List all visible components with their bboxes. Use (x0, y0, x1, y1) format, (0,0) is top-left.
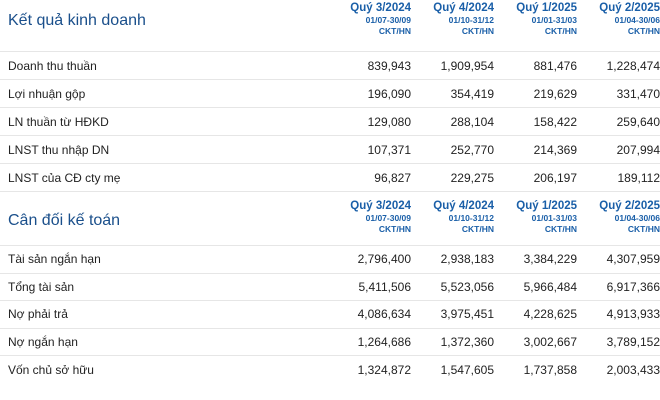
balance-col-q4-2024[interactable]: Quý 4/2024 01/10-31/12 CKT/HN (411, 200, 494, 235)
column-unit: CKT/HN (461, 26, 494, 36)
row-value: 207,994 (616, 142, 660, 157)
table-row: Tài sản ngắn hạn 2,796,400 2,938,183 3,3… (0, 245, 660, 273)
row-value: 2,938,183 (440, 252, 494, 267)
row-value: 196,090 (367, 86, 411, 101)
income-title: Kết quả kinh doanh (8, 12, 146, 29)
row-label: LN thuần từ HĐKD (8, 114, 109, 129)
row-value: 158,422 (533, 114, 577, 129)
row-label: Tổng tài sản (8, 279, 75, 294)
row-label: Lợi nhuận gộp (8, 86, 86, 101)
balance-title: Cân đối kế toán (8, 212, 121, 229)
row-value: 3,002,667 (523, 335, 577, 350)
row-value: 5,411,506 (358, 279, 412, 294)
table-row: Nợ phải trả 4,086,634 3,975,451 4,228,62… (0, 300, 660, 328)
row-value: 3,789,152 (606, 335, 660, 350)
column-unit: CKT/HN (461, 224, 494, 234)
row-value: 259,640 (616, 114, 660, 129)
income-col-q1-2025[interactable]: Quý 1/2025 01/01-31/03 CKT/HN (494, 2, 577, 37)
row-value: 4,913,933 (606, 307, 660, 322)
column-unit: CKT/HN (627, 224, 660, 234)
row-value: 331,470 (616, 86, 660, 101)
row-label: Vốn chủ sở hữu (8, 362, 94, 377)
row-value: 252,770 (450, 142, 494, 157)
balance-header: Cân đối kế toán Quý 3/2024 01/07-30/09 C… (0, 191, 660, 245)
column-dates: 01/10-31/12 (448, 15, 494, 25)
column-unit: CKT/HN (627, 26, 660, 36)
balance-col-q3-2024[interactable]: Quý 3/2024 01/07-30/09 CKT/HN (328, 200, 411, 235)
row-value: 881,476 (533, 58, 577, 73)
row-value: 1,737,858 (523, 362, 577, 377)
table-row: LN thuần từ HĐKD 129,080 288,104 158,422… (0, 107, 660, 135)
income-statement-section: Kết quả kinh doanh Quý 3/2024 01/07-30/0… (0, 0, 660, 191)
row-value: 288,104 (450, 114, 494, 129)
column-unit: CKT/HN (544, 26, 577, 36)
column-dates: 01/07-30/09 (365, 213, 411, 223)
row-value: 4,228,625 (523, 307, 577, 322)
column-quarter: Quý 1/2025 (516, 200, 577, 212)
column-quarter: Quý 4/2024 (433, 200, 494, 212)
table-row: LNST của CĐ cty mẹ 96,827 229,275 206,19… (0, 163, 660, 191)
row-value: 3,975,451 (440, 307, 494, 322)
table-row: Doanh thu thuần 839,943 1,909,954 881,47… (0, 51, 660, 79)
column-quarter: Quý 1/2025 (516, 2, 577, 14)
row-value: 4,086,634 (357, 307, 411, 322)
table-row: Vốn chủ sở hữu 1,324,872 1,547,605 1,737… (0, 355, 660, 383)
row-value: 1,909,954 (440, 58, 494, 73)
column-dates: 01/01-31/03 (531, 213, 577, 223)
column-dates: 01/07-30/09 (365, 15, 411, 25)
row-value: 3,384,229 (523, 252, 577, 267)
row-value: 6,917,366 (606, 279, 660, 294)
row-value: 219,629 (533, 86, 577, 101)
row-value: 214,369 (533, 142, 577, 157)
row-value: 1,547,605 (440, 362, 494, 377)
row-label: Doanh thu thuần (8, 58, 97, 73)
column-quarter: Quý 2/2025 (599, 2, 660, 14)
table-row: Lợi nhuận gộp 196,090 354,419 219,629 33… (0, 79, 660, 107)
row-value: 5,966,484 (523, 279, 577, 294)
row-label: Tài sản ngắn hạn (8, 252, 101, 267)
balance-sheet-section: Cân đối kế toán Quý 3/2024 01/07-30/09 C… (0, 191, 660, 383)
row-value: 1,324,872 (357, 362, 411, 377)
row-label: LNST của CĐ cty mẹ (8, 170, 121, 185)
column-quarter: Quý 3/2024 (350, 2, 411, 14)
row-value: 1,372,360 (440, 335, 494, 350)
income-col-q4-2024[interactable]: Quý 4/2024 01/10-31/12 CKT/HN (411, 2, 494, 37)
column-unit: CKT/HN (378, 26, 411, 36)
column-unit: CKT/HN (544, 224, 577, 234)
row-value: 107,371 (367, 142, 411, 157)
row-value: 1,228,474 (606, 58, 660, 73)
column-quarter: Quý 4/2024 (433, 2, 494, 14)
balance-col-q1-2025[interactable]: Quý 1/2025 01/01-31/03 CKT/HN (494, 200, 577, 235)
row-value: 839,943 (367, 58, 411, 73)
column-dates: 01/04-30/06 (614, 15, 660, 25)
column-quarter: Quý 3/2024 (350, 200, 411, 212)
income-col-q2-2025[interactable]: Quý 2/2025 01/04-30/06 CKT/HN (577, 2, 660, 37)
row-label: Nợ ngắn hạn (8, 335, 78, 350)
column-quarter: Quý 2/2025 (599, 200, 660, 212)
row-value: 354,419 (450, 86, 494, 101)
row-value: 206,197 (533, 170, 577, 185)
row-value: 189,112 (617, 170, 660, 185)
row-label: Nợ phải trả (8, 307, 68, 322)
row-value: 4,307,959 (606, 252, 660, 267)
income-col-q3-2024[interactable]: Quý 3/2024 01/07-30/09 CKT/HN (328, 2, 411, 37)
row-label: LNST thu nhập DN (8, 142, 110, 157)
table-row: Tổng tài sản 5,411,506 5,523,056 5,966,4… (0, 272, 660, 301)
table-row: LNST thu nhập DN 107,371 252,770 214,369… (0, 135, 660, 163)
row-value: 229,275 (450, 170, 494, 185)
income-header: Kết quả kinh doanh Quý 3/2024 01/07-30/0… (0, 0, 660, 51)
row-value: 2,003,433 (606, 362, 660, 377)
table-row: Nợ ngắn hạn 1,264,686 1,372,360 3,002,66… (0, 327, 660, 356)
row-value: 2,796,400 (357, 252, 411, 267)
row-value: 96,827 (374, 170, 411, 185)
column-unit: CKT/HN (378, 224, 411, 234)
row-value: 1,264,686 (357, 335, 411, 350)
column-dates: 01/10-31/12 (448, 213, 494, 223)
row-value: 5,523,056 (440, 279, 494, 294)
row-value: 129,080 (367, 114, 411, 129)
column-dates: 01/04-30/06 (614, 213, 660, 223)
balance-col-q2-2025[interactable]: Quý 2/2025 01/04-30/06 CKT/HN (577, 200, 660, 235)
column-dates: 01/01-31/03 (531, 15, 577, 25)
